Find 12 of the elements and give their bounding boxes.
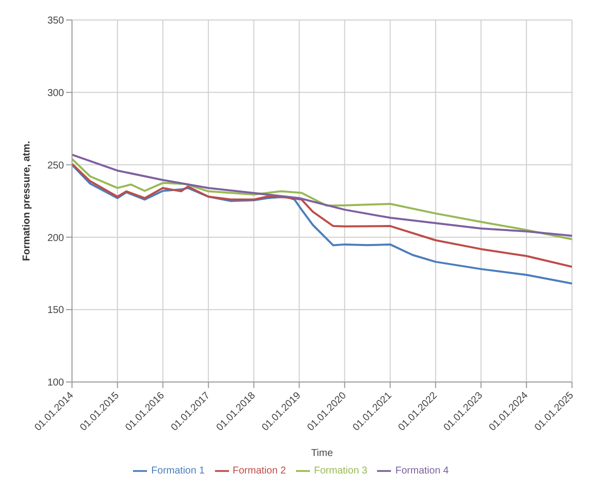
y-tick-label: 350 xyxy=(47,16,64,27)
y-tick-label: 150 xyxy=(47,305,64,316)
x-axis-title: Time xyxy=(311,448,334,459)
y-tick-label: 300 xyxy=(47,88,64,99)
legend-label: Formation 4 xyxy=(395,466,449,477)
legend-label: Formation 3 xyxy=(314,466,368,477)
legend-label: Formation 1 xyxy=(151,466,205,477)
y-tick-label: 250 xyxy=(47,160,64,172)
y-axis-title: Formation pressure, atm. xyxy=(22,140,33,261)
y-tick-label: 100 xyxy=(47,378,64,389)
y-tick-label: 200 xyxy=(47,232,64,244)
legend-label: Formation 2 xyxy=(232,466,286,477)
